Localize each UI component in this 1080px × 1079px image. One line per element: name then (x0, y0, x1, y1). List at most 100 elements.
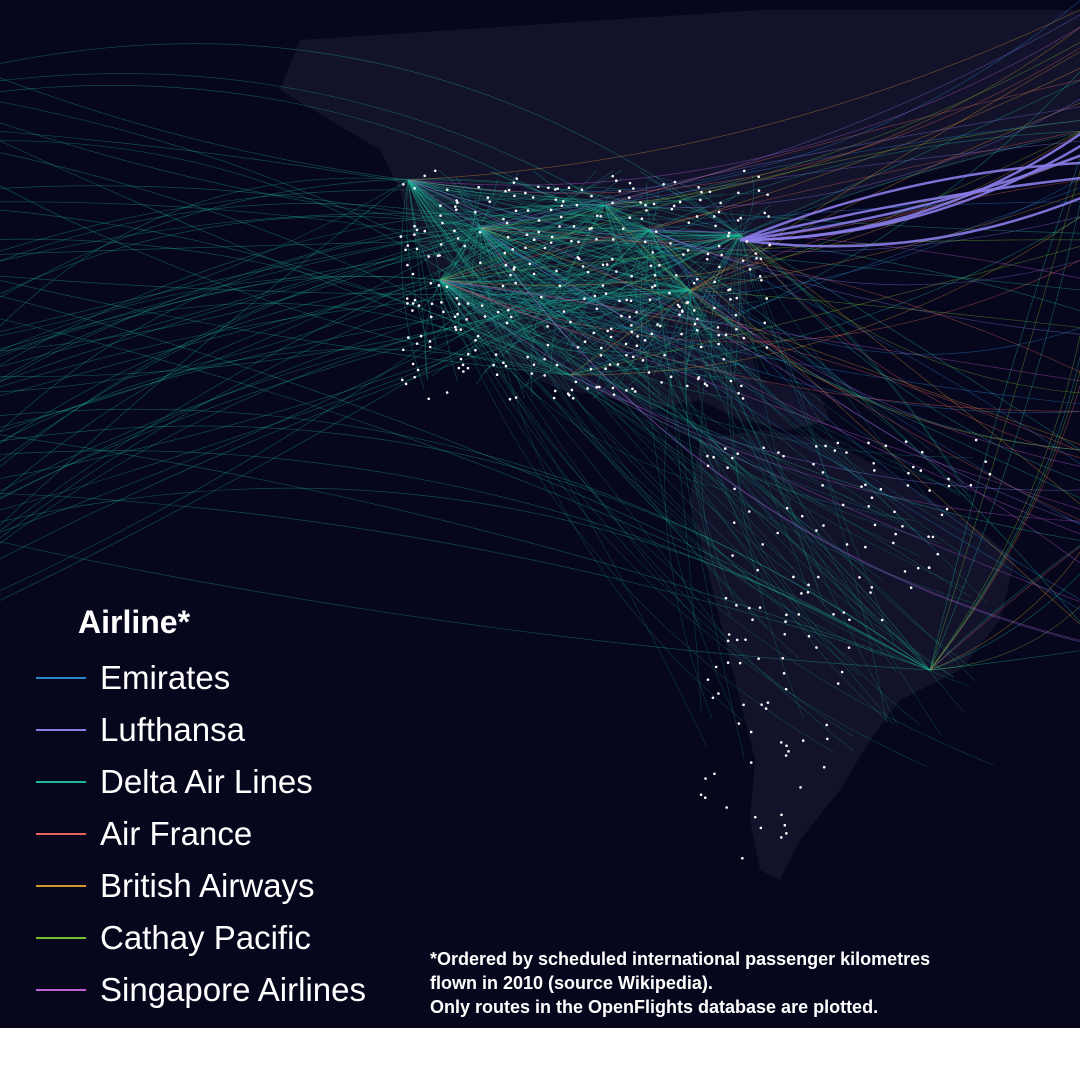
airport-dot (562, 310, 566, 313)
airport-dot (457, 366, 461, 370)
airport-dot (413, 233, 416, 236)
airport-dot (525, 233, 529, 237)
route-arc (0, 204, 606, 592)
route-arc (689, 289, 942, 737)
airport-dot (477, 185, 480, 189)
airport-dot (437, 284, 441, 287)
airport-dot (554, 188, 557, 191)
route-arc (628, 234, 741, 387)
route-arc (525, 229, 651, 386)
route-arc (643, 289, 691, 377)
airport-dot (716, 326, 720, 329)
route-arc (689, 289, 796, 499)
route-arc (569, 229, 651, 355)
airport-dot (615, 270, 618, 273)
route-arc (569, 216, 1080, 376)
airport-dot (687, 221, 691, 224)
route-arc (439, 120, 1080, 281)
airport-dot (543, 357, 546, 361)
airport-dot (615, 179, 618, 183)
airport-dot (618, 189, 622, 193)
airport-dot (599, 354, 603, 357)
route-arc (0, 302, 571, 376)
airport-dot (739, 216, 742, 220)
route-arc (0, 179, 409, 337)
route-arc (725, 234, 752, 530)
airport-dot (495, 373, 499, 377)
route-arc (439, 279, 724, 490)
airport-dot (428, 345, 432, 349)
route-arc (439, 172, 520, 281)
airport-dot (583, 297, 586, 301)
route-arc (574, 186, 741, 236)
route-arc (0, 204, 606, 366)
route-arc (479, 227, 765, 595)
route-arc (646, 177, 741, 236)
route-arc (439, 279, 750, 380)
airport-dot (457, 302, 461, 306)
airport-dot (822, 524, 825, 527)
airport-dot (747, 510, 751, 513)
route-arc (439, 279, 1080, 452)
route-arc (479, 227, 1080, 291)
airport-dot (570, 388, 574, 392)
route-arc (566, 234, 741, 353)
route-arc (649, 229, 974, 538)
airport-dot (758, 275, 762, 278)
route-arc (439, 224, 617, 281)
airport-dot (577, 240, 580, 244)
airport-dot (699, 793, 703, 797)
airport-dot (555, 363, 559, 367)
airport-dot (845, 543, 849, 546)
airport-dot (417, 304, 421, 307)
route-arc (407, 179, 500, 316)
route-arc (604, 27, 1080, 206)
route-arc (522, 234, 741, 271)
route-arc (0, 178, 741, 298)
route-arc (689, 289, 1080, 467)
route-arc (439, 279, 974, 458)
route-arc (0, 204, 606, 383)
route-arc (0, 227, 481, 354)
route-arc (477, 217, 691, 291)
route-arc (689, 131, 1080, 291)
airport-dot (761, 543, 764, 546)
route-arc (604, 120, 1080, 206)
airport-dot (867, 505, 871, 508)
route-arc (439, 279, 589, 354)
route-arc (0, 487, 931, 671)
route-arc (739, 234, 974, 506)
route-arc (633, 289, 691, 318)
airport-dot (797, 613, 801, 616)
airport-dot (713, 306, 716, 310)
airport-dot (763, 211, 767, 215)
airport-dot (675, 273, 678, 277)
route-arc (479, 227, 756, 568)
route-arc (439, 279, 531, 314)
route-arc (618, 234, 741, 386)
airport-dot (532, 363, 536, 366)
route-arc (929, 384, 1080, 671)
route-arc (438, 204, 606, 280)
route-arc (604, 204, 796, 598)
route-arc (0, 234, 741, 511)
airport-dot (454, 208, 458, 211)
airport-dot (836, 441, 840, 445)
airport-dot (654, 230, 658, 233)
airport-dot (735, 328, 738, 331)
route-arc (467, 227, 481, 262)
route-arc (739, 196, 1080, 248)
route-arc (684, 234, 741, 375)
route-arc (430, 204, 606, 279)
route-arc (604, 204, 664, 227)
route-arc (0, 204, 606, 382)
airport-dot (784, 687, 788, 691)
route-arc (639, 229, 651, 364)
airport-dot (742, 169, 746, 173)
route-arc (479, 227, 668, 376)
route-arc (603, 266, 691, 291)
airport-dot (453, 205, 457, 208)
route-arc (471, 227, 483, 344)
route-arc (407, 179, 965, 713)
airport-dot (589, 367, 593, 371)
